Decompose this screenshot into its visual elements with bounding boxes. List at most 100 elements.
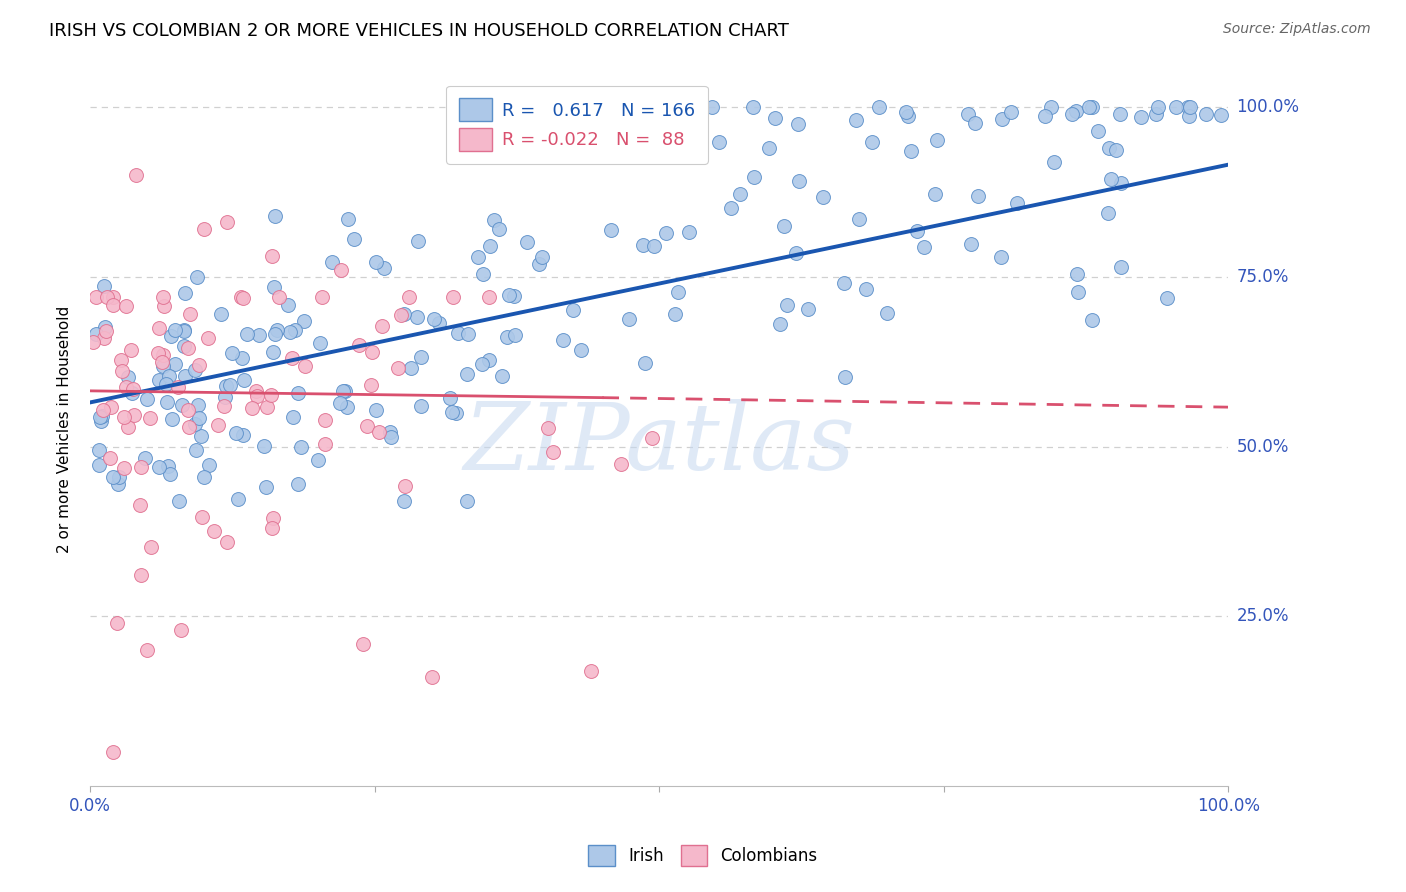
Point [441, 405, 464, 419]
Point [361, 345, 384, 359]
Point [990, 251, 1012, 265]
Point [284, 323, 307, 337]
Point [811, 190, 834, 204]
Text: ZIPatlas: ZIPatlas [464, 399, 855, 489]
Point [1098, 141, 1121, 155]
Point [728, 186, 751, 201]
Point [1146, 107, 1168, 121]
Point [263, 209, 285, 223]
Point [1077, 100, 1099, 114]
Point [797, 301, 820, 316]
Point [626, 112, 648, 127]
Point [897, 109, 920, 123]
Point [153, 299, 176, 313]
Point [101, 298, 124, 312]
Point [93, 331, 115, 345]
Point [117, 370, 139, 384]
Point [209, 307, 232, 321]
Point [107, 477, 129, 491]
Point [148, 345, 170, 359]
Point [253, 439, 276, 453]
Point [173, 339, 195, 353]
Point [1105, 143, 1128, 157]
Point [537, 421, 560, 435]
Point [1178, 100, 1201, 114]
Point [329, 396, 352, 410]
Point [277, 298, 299, 312]
Point [640, 431, 662, 445]
Point [287, 477, 309, 491]
Point [117, 419, 139, 434]
Point [129, 567, 152, 582]
Point [262, 521, 284, 535]
Point [634, 356, 657, 370]
Point [152, 348, 174, 362]
Point [231, 351, 253, 365]
Point [226, 491, 249, 506]
Point [742, 169, 765, 184]
Point [1064, 103, 1087, 118]
Point [347, 337, 370, 351]
Point [202, 524, 225, 538]
Point [562, 302, 585, 317]
Point [664, 112, 686, 126]
Point [157, 459, 180, 474]
Point [160, 329, 183, 343]
Point [406, 235, 429, 249]
Point [100, 401, 122, 415]
Point [294, 359, 316, 373]
Point [409, 350, 432, 364]
Point [1178, 109, 1201, 123]
Point [221, 345, 243, 359]
Point [309, 336, 332, 351]
Point [380, 425, 402, 439]
Point [702, 100, 724, 114]
Point [423, 311, 446, 326]
Point [247, 327, 270, 342]
Point [356, 418, 378, 433]
Point [1109, 176, 1132, 190]
Point [155, 376, 177, 391]
Point [163, 357, 186, 371]
Point [1147, 100, 1170, 114]
Point [569, 343, 592, 357]
Point [129, 460, 152, 475]
Point [527, 257, 550, 271]
Point [246, 389, 269, 403]
Point [772, 219, 794, 234]
Point [1164, 100, 1187, 114]
Point [876, 306, 898, 320]
Point [321, 255, 343, 269]
Point [177, 403, 200, 417]
Point [307, 453, 329, 467]
Point [219, 378, 242, 392]
Point [610, 457, 633, 471]
Point [197, 331, 219, 345]
Point [1130, 110, 1153, 124]
Point [166, 379, 188, 393]
Point [89, 458, 111, 472]
Point [373, 260, 395, 275]
Text: 100.0%: 100.0% [1237, 98, 1299, 116]
Point [292, 314, 315, 328]
Point [503, 289, 526, 303]
Point [103, 290, 125, 304]
Y-axis label: 2 or more Vehicles in Household: 2 or more Vehicles in Household [58, 306, 72, 553]
Point [98, 450, 121, 465]
Point [343, 232, 366, 246]
Point [742, 100, 765, 114]
Point [392, 494, 415, 508]
Point [579, 664, 602, 678]
Point [394, 479, 416, 493]
Point [389, 308, 412, 322]
Point [1000, 105, 1022, 120]
Point [498, 288, 520, 302]
Point [207, 418, 229, 433]
Point [114, 380, 136, 394]
Point [101, 470, 124, 484]
Point [1194, 107, 1216, 121]
Text: IRISH VS COLOMBIAN 2 OR MORE VEHICLES IN HOUSEHOLD CORRELATION CHART: IRISH VS COLOMBIAN 2 OR MORE VEHICLES IN… [49, 22, 789, 40]
Point [446, 326, 468, 340]
Point [405, 310, 427, 324]
Point [394, 307, 416, 321]
